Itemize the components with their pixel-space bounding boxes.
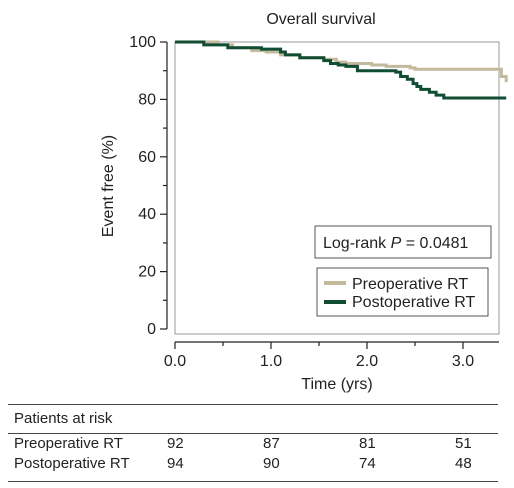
legend-label-postoperative: Postoperative RT [352,294,476,311]
y-axis-label: Event free (%) [100,135,117,237]
x-tick-label: 1.0 [260,353,282,370]
y-tick-label: 20 [138,264,156,281]
risk-value: 94 [167,455,184,472]
risk-value: 51 [455,435,472,452]
risk-row-label: Postoperative RT [14,455,130,472]
x-ticks: 0.0 1.0 2.0 3.0 [164,342,474,370]
x-axis-label: Time (yrs) [301,376,372,393]
logrank-annotation: Log-rank P = 0.0481 [314,225,492,259]
risk-value: 87 [263,435,280,452]
risk-value: 74 [359,455,376,472]
risk-row-preoperative: Preoperative RT 92 87 81 51 [8,435,498,455]
survival-chart: Overall survival 0 20 40 60 80 100 0.0 1.0 2.0 3… [100,11,508,393]
risk-table: Patients at risk Preoperative RT 92 87 8… [8,404,498,482]
legend: Preoperative RT Postoperative RT [316,267,489,317]
risk-value: 92 [167,435,184,452]
logrank-value: = 0.0481 [401,235,468,252]
x-tick-label: 2.0 [356,353,378,370]
y-ticks: 0 20 40 60 80 100 [129,34,167,338]
series-line-postoperative [175,40,507,100]
y-tick-label: 60 [138,149,156,166]
risk-value: 81 [359,435,376,452]
logrank-box [314,225,492,259]
y-tick-label: 100 [129,34,156,51]
chart-title: Overall survival [266,11,375,28]
x-tick-label: 3.0 [452,353,474,370]
legend-label-preoperative: Preoperative RT [352,276,468,293]
logrank-prefix: Log-rank [323,235,391,252]
risk-row-postoperative: Postoperative RT 94 90 74 48 [8,455,498,475]
logrank-text: Log-rank P = 0.0481 [323,235,469,252]
series-layer [175,40,508,100]
legend-box [316,267,489,317]
risk-value: 48 [455,455,472,472]
logrank-p-symbol: P [391,235,402,252]
risk-row-label: Preoperative RT [14,435,123,452]
risk-table-title: Patients at risk [14,410,113,427]
risk-value: 90 [263,455,280,472]
y-tick-label: 80 [138,91,156,108]
risk-table-divider [8,433,498,434]
x-tick-label: 0.0 [164,353,186,370]
y-tick-label: 0 [147,321,156,338]
y-tick-label: 40 [138,206,156,223]
